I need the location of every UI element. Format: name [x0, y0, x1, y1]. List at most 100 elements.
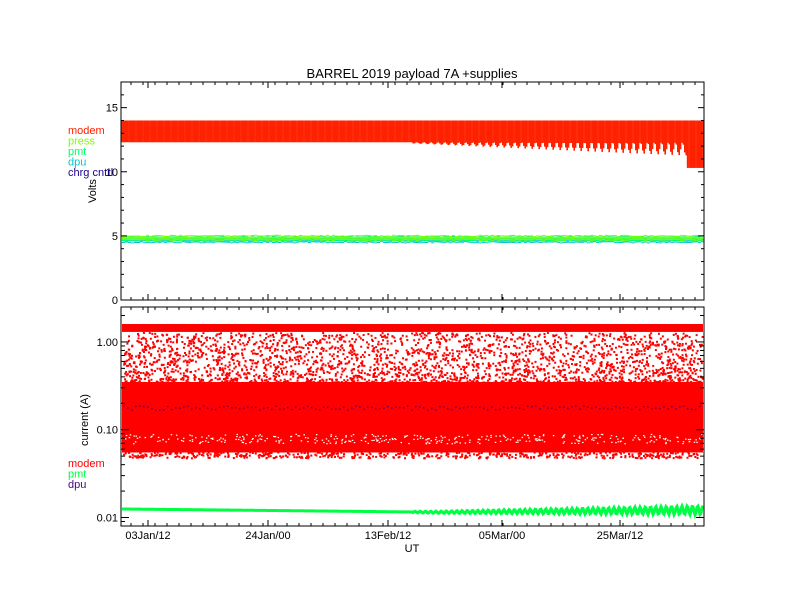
current-modem-point: [694, 379, 697, 382]
current-modem-point: [654, 380, 657, 383]
current-modem-point: [137, 337, 140, 340]
current-modem-point: [279, 455, 282, 458]
current-modem-point: [212, 337, 215, 340]
current-modem-point: [125, 364, 128, 367]
current-modem-point: [169, 353, 172, 356]
current-modem-point: [466, 377, 469, 380]
current-modem-point: [514, 453, 517, 456]
current-modem-point: [414, 369, 417, 372]
current-modem-point: [551, 358, 554, 361]
current-modem-point: [512, 354, 515, 357]
current-modem-point: [446, 452, 449, 455]
current-band-gap: [693, 441, 696, 443]
current-modem-point: [124, 353, 127, 356]
current-modem-point: [630, 371, 633, 374]
current-modem-point: [414, 364, 417, 367]
current-modem-point: [676, 381, 679, 384]
current-modem-point: [300, 451, 303, 454]
current-modem-point: [525, 375, 528, 378]
current-modem-point: [524, 364, 527, 367]
current-modem-point: [585, 362, 588, 365]
current-modem-point: [640, 350, 643, 353]
current-modem-point: [381, 332, 384, 335]
current-modem-point: [206, 453, 209, 456]
current-modem-point: [228, 361, 231, 364]
current-modem-point: [643, 455, 646, 458]
current-modem-point: [154, 454, 157, 457]
current-modem-point: [421, 350, 424, 353]
current-modem-point: [426, 347, 429, 350]
current-modem-point: [680, 338, 683, 341]
current-modem-point: [252, 332, 255, 335]
current-modem-point: [695, 452, 698, 455]
current-modem-point: [598, 367, 601, 370]
current-modem-point: [629, 355, 632, 358]
current-modem-point: [310, 379, 313, 382]
current-modem-point: [417, 359, 420, 362]
current-modem-point: [504, 360, 507, 363]
voltage-y-label: Volts: [87, 179, 99, 203]
current-modem-point: [130, 357, 133, 360]
current-modem-point: [193, 341, 196, 344]
current-modem-point: [282, 334, 285, 337]
current-band-gap: [448, 439, 450, 441]
current-modem-point: [675, 353, 678, 356]
current-modem-point: [222, 351, 225, 354]
current-modem-point: [140, 341, 143, 344]
current-band-gap: [381, 440, 383, 442]
current-modem-point: [331, 345, 334, 348]
current-modem-point: [562, 353, 565, 356]
current-modem-point: [369, 457, 372, 460]
current-band-gap: [383, 440, 386, 442]
current-modem-point: [386, 363, 389, 366]
current-modem-point: [589, 378, 592, 381]
current-modem-point: [662, 453, 665, 456]
current-band-gap: [157, 436, 160, 439]
current-modem-point: [288, 356, 291, 359]
current-modem-point: [176, 455, 179, 458]
current-modem-point: [251, 336, 254, 339]
current-band-gap: [144, 436, 147, 439]
current-modem-point: [569, 456, 572, 459]
current-modem-point: [245, 368, 248, 371]
current-modem-point: [340, 362, 343, 365]
current-modem-point: [231, 380, 234, 383]
current-modem-point: [260, 378, 263, 381]
current-band-gap: [266, 437, 268, 440]
current-modem-point: [592, 349, 595, 352]
current-modem-point: [640, 361, 643, 364]
current-modem-point: [527, 371, 530, 374]
current-modem-point: [230, 336, 233, 339]
current-modem-point: [236, 359, 239, 362]
current-modem-point: [151, 346, 154, 349]
current-modem-point: [172, 380, 175, 383]
current-modem-point: [379, 372, 382, 375]
current-modem-point: [547, 376, 550, 379]
current-modem-point: [145, 453, 148, 456]
current-modem-point: [470, 350, 473, 353]
current-modem-point: [358, 335, 361, 338]
current-modem-point: [364, 351, 367, 354]
current-modem-point: [431, 455, 434, 458]
current-modem-point: [422, 364, 425, 367]
current-modem-point: [618, 376, 621, 379]
current-modem-point: [376, 368, 379, 371]
current-modem-point: [276, 355, 279, 358]
current-modem-point: [567, 455, 570, 458]
current-modem-point: [383, 456, 386, 459]
current-modem-point: [128, 451, 131, 454]
current-modem-point: [166, 333, 169, 336]
current-modem-point: [314, 359, 317, 362]
current-modem-point: [692, 345, 695, 348]
current-modem-point: [322, 380, 325, 383]
current-modem-point: [328, 378, 331, 381]
current-modem-point: [621, 377, 624, 380]
current-modem-point: [655, 372, 658, 375]
current-modem-point: [334, 374, 337, 377]
current-band-gap: [124, 438, 127, 440]
current-modem-point: [236, 381, 239, 384]
current-modem-point: [442, 354, 445, 357]
current-modem-point: [148, 380, 151, 383]
current-modem-point: [624, 456, 627, 459]
current-modem-point: [553, 375, 556, 378]
